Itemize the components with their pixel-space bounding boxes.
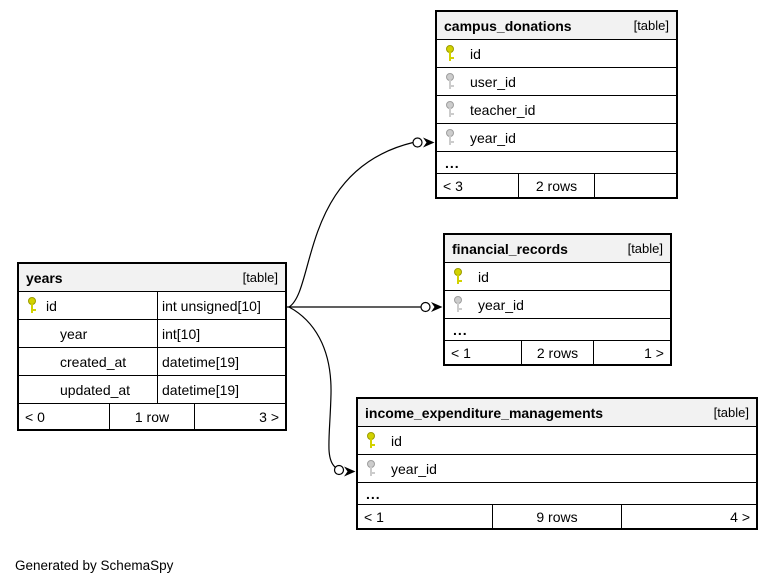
cardinality-circle (333, 464, 345, 476)
ellipsis-row: ... (358, 483, 756, 505)
table-years: years [table] id int unsigned[10] year i… (17, 262, 287, 431)
foreign-key-icon (445, 129, 456, 146)
relationship-years-campus-donations (288, 141, 414, 308)
table-header-financial-records[interactable]: financial_records [table] (445, 235, 670, 263)
footer-parent-count: < 0 (25, 408, 45, 425)
arrowhead-icon (431, 302, 443, 312)
footer-child-count: 1 > (644, 344, 664, 361)
table-footer: < 1 2 rows 1 > (445, 341, 670, 364)
column-type: int unsigned[10] (157, 292, 285, 319)
cardinality-circle (412, 137, 423, 148)
table-header-income-expenditure-managements[interactable]: income_expenditure_managements [table] (358, 399, 756, 427)
cardinality-circle (420, 301, 431, 313)
table-income-expenditure-managements: income_expenditure_managements [table] i… (356, 397, 758, 530)
footer-row-count: 1 row (109, 404, 195, 429)
column-name: updated_at (60, 381, 131, 398)
primary-key-icon (27, 297, 38, 314)
table-name: income_expenditure_managements (365, 404, 604, 421)
column-row-year-id: year_id (437, 124, 676, 152)
arrowhead-icon (344, 466, 356, 477)
footer-child-count: 3 > (259, 408, 279, 425)
ellipsis-row: ... (445, 319, 670, 341)
column-name: year_id (478, 296, 524, 313)
table-name: campus_donations (444, 17, 572, 34)
ellipsis-text: ... (366, 485, 381, 502)
column-name: id (470, 45, 481, 62)
footer-row-count: 9 rows (492, 505, 622, 528)
table-type-label: [table] (627, 241, 663, 256)
column-row-year-id: year_id (445, 291, 670, 319)
foreign-key-icon (453, 296, 464, 313)
primary-key-icon (453, 268, 464, 285)
relationship-years-income-expenditure-managements (288, 306, 336, 468)
table-campus-donations: campus_donations [table] id user_id teac… (435, 10, 678, 199)
ellipsis-text: ... (453, 321, 468, 338)
arrowhead-icon (423, 137, 435, 148)
column-row-year-id: year_id (358, 455, 756, 483)
footer-parent-count: < 1 (451, 344, 471, 361)
column-row-id: id int unsigned[10] (19, 292, 285, 320)
column-type: int[10] (157, 320, 285, 347)
footer-row-count: 2 rows (521, 341, 594, 364)
table-type-label: [table] (713, 405, 749, 420)
primary-key-icon (366, 432, 377, 449)
column-row-id: id (358, 427, 756, 455)
generated-by-note: Generated by SchemaSpy (15, 558, 174, 573)
column-name: created_at (60, 353, 127, 370)
footer-row-count: 2 rows (518, 174, 595, 197)
foreign-key-icon (366, 460, 377, 477)
table-type-label: [table] (242, 270, 278, 285)
table-header-campus-donations[interactable]: campus_donations [table] (437, 12, 676, 40)
column-name: year_id (391, 460, 437, 477)
ellipsis-row: ... (437, 152, 676, 174)
table-name: years (26, 269, 63, 286)
table-financial-records: financial_records [table] id year_id ...… (443, 233, 672, 366)
table-footer: < 1 9 rows 4 > (358, 505, 756, 528)
column-name: id (478, 268, 489, 285)
column-row-updated-at: updated_at datetime[19] (19, 376, 285, 404)
foreign-key-icon (445, 101, 456, 118)
column-row-created-at: created_at datetime[19] (19, 348, 285, 376)
column-name: year_id (470, 129, 516, 146)
table-footer: < 3 2 rows (437, 174, 676, 197)
table-name: financial_records (452, 240, 568, 257)
footer-child-count: 4 > (730, 508, 750, 525)
column-name: teacher_id (470, 101, 536, 118)
column-name: id (391, 432, 402, 449)
footer-parent-count: < 1 (364, 508, 384, 525)
column-row-user-id: user_id (437, 68, 676, 96)
column-row-id: id (437, 40, 676, 68)
footer-parent-count: < 3 (443, 177, 463, 194)
column-row-id: id (445, 263, 670, 291)
column-row-teacher-id: teacher_id (437, 96, 676, 124)
ellipsis-text: ... (445, 154, 460, 171)
column-row-year: year int[10] (19, 320, 285, 348)
foreign-key-icon (445, 73, 456, 90)
column-type: datetime[19] (157, 376, 285, 403)
column-name: id (46, 297, 57, 314)
table-footer: < 0 1 row 3 > (19, 404, 285, 429)
table-header-years[interactable]: years [table] (19, 264, 285, 292)
table-type-label: [table] (633, 18, 669, 33)
primary-key-icon (445, 45, 456, 62)
column-name: user_id (470, 73, 516, 90)
column-type: datetime[19] (157, 348, 285, 375)
column-name: year (60, 325, 88, 342)
footer-child-count (595, 174, 676, 197)
